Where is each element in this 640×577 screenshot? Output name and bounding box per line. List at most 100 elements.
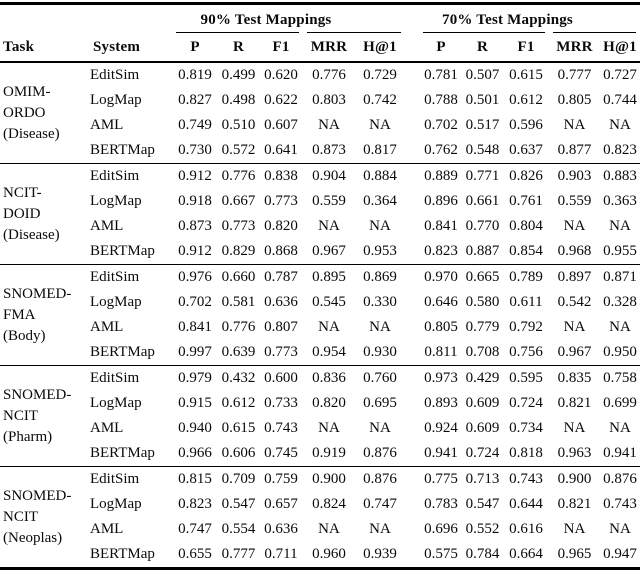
metric-value: 0.997 bbox=[178, 344, 212, 360]
metric-value: 0.644 bbox=[509, 496, 543, 512]
task-group: OMIM- ORDO (Disease) EditSim 0.819 0.499 0.620… bbox=[0, 62, 640, 164]
metric-value: 0.745 bbox=[264, 445, 298, 461]
task-label-line: ORDO bbox=[3, 104, 46, 121]
metric-value: 0.572 bbox=[221, 142, 256, 158]
task-label-line: SNOMED- bbox=[3, 386, 72, 403]
system-name: EditSim bbox=[90, 264, 172, 290]
task-group: SNOMED- NCIT (Pharm) EditSim 0.979 0.432 0.600… bbox=[0, 365, 640, 467]
result-row: AML 0.940 0.615 0.743 NA NA 0.924 0.609 0.734 NA N… bbox=[0, 416, 640, 441]
metric-value: 0.826 bbox=[503, 163, 549, 189]
metric-value: 0.787 bbox=[259, 264, 303, 290]
task-label-line: NCIT bbox=[3, 407, 38, 424]
metric-value: 0.776 bbox=[221, 319, 256, 335]
metric-value: 0.711 bbox=[264, 546, 298, 562]
result-row: AML 0.873 0.773 0.820 NA NA 0.841 0.770 0.804 NA N… bbox=[0, 214, 640, 239]
metric-value: 0.805 bbox=[557, 92, 592, 108]
result-row: AML 0.749 0.510 0.607 NA NA 0.702 0.517 0.596 NA N… bbox=[0, 113, 640, 138]
system-name: AML bbox=[90, 319, 124, 335]
metric-value: 0.838 bbox=[259, 163, 303, 189]
metric-value: 0.924 bbox=[424, 420, 458, 436]
metric-value: 0.877 bbox=[557, 142, 592, 158]
metric-value: 0.559 bbox=[312, 193, 346, 209]
system-name: BERTMap bbox=[90, 445, 155, 461]
metric-value: 0.773 bbox=[264, 344, 298, 360]
metric-value: 0.770 bbox=[465, 218, 500, 234]
metric-value: NA bbox=[369, 521, 391, 537]
metric-value: 0.609 bbox=[465, 420, 500, 436]
task-label-line: (Neoplas) bbox=[3, 529, 63, 546]
metric-value: 0.545 bbox=[312, 294, 346, 310]
metric-value: 0.581 bbox=[221, 294, 256, 310]
metric-value: 0.819 bbox=[178, 67, 212, 83]
metric-value: NA bbox=[318, 319, 340, 335]
metric-value: 0.868 bbox=[264, 243, 298, 259]
metric-value: 0.979 bbox=[172, 365, 218, 391]
metric-value: 0.941 bbox=[424, 445, 458, 461]
metric-value: 0.817 bbox=[363, 142, 397, 158]
task-group: SNOMED- FMA (Body) EditSim 0.976 0.660 0.787 0.… bbox=[0, 264, 640, 366]
cmidrule-row bbox=[0, 32, 640, 37]
task-label: SNOMED- NCIT (Neoplas) bbox=[0, 466, 90, 569]
metric-value: NA bbox=[318, 521, 340, 537]
system-name: LogMap bbox=[90, 193, 142, 209]
system-name: AML bbox=[90, 521, 124, 537]
metric-value: 0.657 bbox=[264, 496, 298, 512]
metric-value: 0.887 bbox=[465, 243, 500, 259]
metric-value: 0.499 bbox=[221, 67, 256, 83]
cmidrule-90-prf1 bbox=[172, 32, 303, 37]
metric-value: 0.713 bbox=[462, 466, 503, 492]
metric-value: 0.976 bbox=[172, 264, 218, 290]
metric-value: 0.742 bbox=[363, 92, 397, 108]
metric-value: 0.889 bbox=[405, 163, 462, 189]
metric-value: 0.709 bbox=[218, 466, 259, 492]
metric-value: 0.821 bbox=[557, 395, 592, 411]
metric-value: 0.660 bbox=[218, 264, 259, 290]
metric-value: 0.947 bbox=[603, 546, 637, 562]
metric-value: NA bbox=[609, 117, 631, 133]
metric-value: NA bbox=[563, 218, 586, 234]
metric-value: NA bbox=[609, 521, 631, 537]
metric-value: 0.607 bbox=[264, 117, 298, 133]
result-row: SNOMED- NCIT (Pharm) EditSim 0.979 0.432 0.600… bbox=[0, 365, 640, 467]
result-row: BERTMap 0.912 0.829 0.868 0.967 0.953 0.823 0.8… bbox=[0, 239, 640, 265]
metric-value: 0.841 bbox=[178, 319, 212, 335]
metric-value: 0.807 bbox=[264, 319, 298, 335]
task-label-line: SNOMED- bbox=[3, 285, 72, 302]
metric-value: 0.820 bbox=[264, 218, 298, 234]
metric-value: 0.548 bbox=[465, 142, 500, 158]
metric-value: 0.733 bbox=[264, 395, 298, 411]
metric-value: 0.600 bbox=[259, 365, 303, 391]
metric-value: 0.330 bbox=[363, 294, 397, 310]
col-header-r-70: R bbox=[462, 37, 503, 63]
metric-value: 0.930 bbox=[363, 344, 397, 360]
table-header: 90% Test Mappings 70% Test Mappings Task… bbox=[0, 4, 640, 63]
metric-value: 0.954 bbox=[312, 344, 346, 360]
metric-value: 0.777 bbox=[221, 546, 256, 562]
metric-value: 0.818 bbox=[509, 445, 543, 461]
metric-value: 0.743 bbox=[503, 466, 549, 492]
result-row: AML 0.747 0.554 0.636 NA NA 0.696 0.552 0.616 NA N… bbox=[0, 517, 640, 542]
system-name: AML bbox=[90, 420, 124, 436]
metric-value: 0.758 bbox=[600, 365, 640, 391]
result-row: BERTMap 0.730 0.572 0.641 0.873 0.817 0.762 0.5… bbox=[0, 138, 640, 164]
metric-value: 0.783 bbox=[424, 496, 458, 512]
metric-value: 0.734 bbox=[509, 420, 543, 436]
result-row: BERTMap 0.997 0.639 0.773 0.954 0.930 0.811 0.7… bbox=[0, 340, 640, 366]
metric-value: 0.501 bbox=[465, 92, 500, 108]
system-name: LogMap bbox=[90, 496, 142, 512]
metric-value: 0.941 bbox=[603, 445, 637, 461]
metric-value: 0.616 bbox=[509, 521, 543, 537]
system-name: BERTMap bbox=[90, 243, 155, 259]
metric-value: 0.547 bbox=[221, 496, 256, 512]
col-header-mrr-90: MRR bbox=[303, 37, 355, 63]
metric-value: 0.761 bbox=[509, 193, 543, 209]
metric-value: 0.912 bbox=[172, 163, 218, 189]
system-name: AML bbox=[90, 117, 124, 133]
metric-value: 0.606 bbox=[221, 445, 256, 461]
metric-value: 0.912 bbox=[178, 243, 212, 259]
metric-value: 0.636 bbox=[264, 294, 298, 310]
metric-value: 0.955 bbox=[603, 243, 637, 259]
metric-value: 0.900 bbox=[549, 466, 600, 492]
result-row: AML 0.841 0.776 0.807 NA NA 0.805 0.779 0.792 NA N… bbox=[0, 315, 640, 340]
